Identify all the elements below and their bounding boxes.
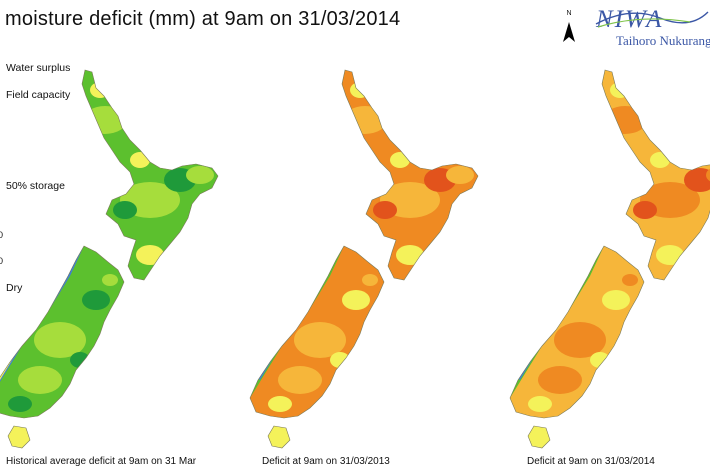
south-island [250,246,384,448]
north-arrow-icon [563,22,575,42]
logo-tagline: Taihoro Nukurangi [616,33,710,48]
legend-label-water-surplus: Water surplus [6,62,71,74]
north-arrow: N [559,10,579,44]
legend-label-dry: Dry [6,282,23,294]
legend-label-field-capacity: Field capacity [6,89,71,101]
caption-2013: Deficit at 9am on 31/03/2013 [262,456,390,467]
map-title: il moisture deficit (mm) at 9am on 31/03… [0,8,401,30]
map-deficit-2014 [509,69,710,449]
map-historical-average [0,69,219,449]
legend-cut-value-1: 0 [0,230,4,240]
legend-cut-value-2: 0 [0,256,4,266]
map-deficit-2013 [249,69,479,449]
north-arrow-label: N [566,10,572,17]
caption-2014: Deficit at 9am on 31/03/2014 [527,456,655,467]
south-island [510,246,644,448]
caption-historical-average: Historical average deficit at 9am on 31 … [6,456,197,467]
legend-label-50-storage: 50% storage [6,180,65,192]
